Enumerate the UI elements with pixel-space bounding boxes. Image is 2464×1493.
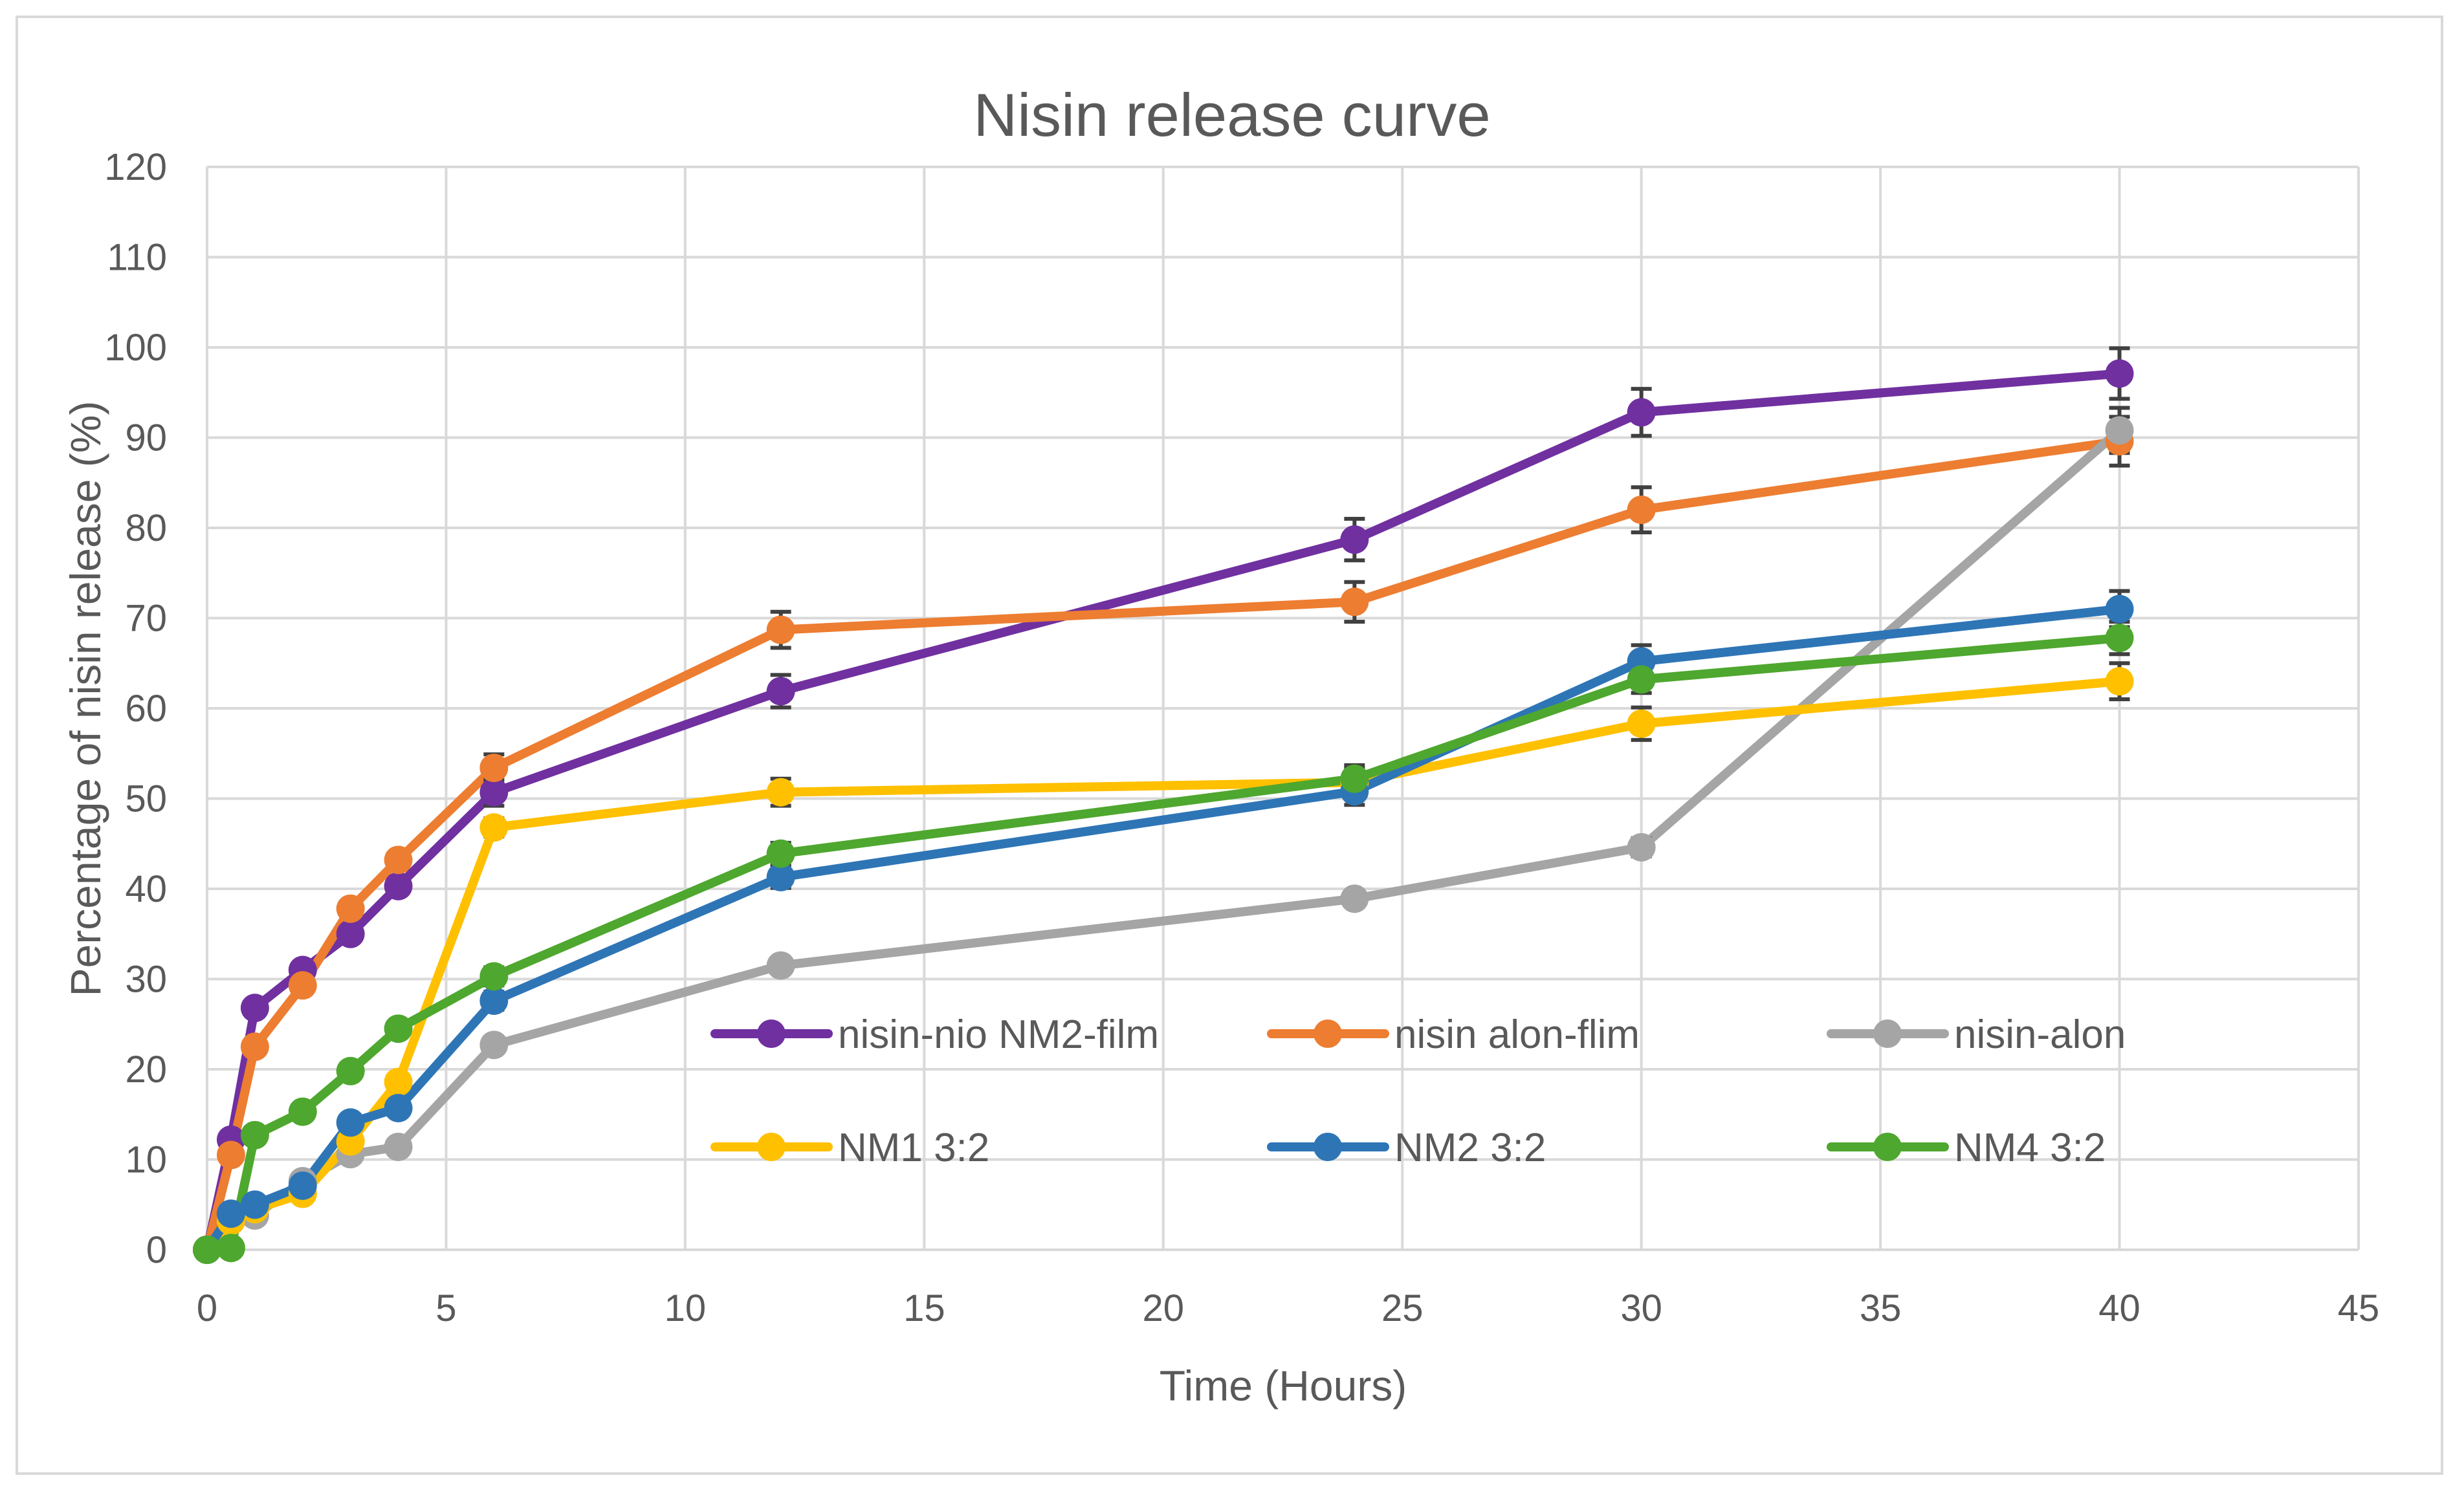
legend-swatch-marker	[1873, 1019, 1902, 1048]
legend-entry-nisin-alon-flim: nisin alon-flim	[1267, 1012, 1640, 1057]
x-tick-label: 35	[1860, 1287, 1902, 1329]
y-tick-label: 50	[125, 778, 167, 820]
legend-label: nisin alon-flim	[1394, 1012, 1640, 1057]
data-point-nisin-nio-nm2-film	[336, 919, 365, 948]
legend-entry-nisin-alon: nisin-alon	[1827, 1012, 2126, 1057]
legend-swatch-marker	[757, 1133, 786, 1161]
data-point-nisin-alon-flim	[1627, 496, 1656, 525]
data-point-nisin-alon	[1627, 833, 1656, 862]
legend-label: nisin-nio NM2-film	[838, 1012, 1159, 1057]
x-tick-label: 15	[903, 1287, 945, 1329]
legend-label: NM2 3:2	[1394, 1126, 1546, 1170]
data-point-nm4-3-2	[479, 962, 509, 991]
x-axis-label: Time (Hours)	[1160, 1362, 1407, 1410]
data-point-nisin-alon-flim	[240, 1032, 269, 1062]
data-point-nm2-3-2	[384, 1093, 413, 1122]
data-point-nisin-nio-nm2-film	[1340, 525, 1369, 554]
data-point-nm2-3-2	[766, 862, 795, 891]
data-point-nisin-alon-flim	[766, 615, 795, 644]
y-tick-label: 10	[125, 1139, 167, 1181]
data-point-nm4-3-2	[336, 1056, 365, 1085]
x-tick-label: 0	[197, 1287, 217, 1329]
data-point-nisin-nio-nm2-film	[2105, 359, 2134, 388]
x-tick-label: 30	[1620, 1287, 1662, 1329]
legend-label: NM4 3:2	[1954, 1126, 2106, 1170]
y-tick-label: 100	[104, 327, 167, 369]
legend-swatch-marker	[1873, 1133, 1902, 1161]
data-point-nm4-3-2	[766, 839, 795, 868]
data-point-nm4-3-2	[2105, 624, 2134, 653]
legend-swatch-marker	[1314, 1019, 1342, 1048]
legend-label: NM1 3:2	[838, 1126, 989, 1170]
y-tick-label: 120	[104, 146, 167, 188]
chart-title: Nisin release curve	[973, 81, 1490, 149]
data-point-nisin-alon-flim	[479, 754, 509, 783]
x-axis-ticks: 0 5 10 15 20 25 30 35 40 45	[197, 1287, 2379, 1329]
data-point-nisin-nio-nm2-film	[766, 677, 795, 706]
legend-entry-nm4-3-2: NM4 3:2	[1827, 1126, 2106, 1170]
x-tick-label: 25	[1381, 1287, 1424, 1329]
legend-label: nisin-alon	[1954, 1012, 2126, 1057]
x-tick-label: 45	[2338, 1287, 2380, 1329]
data-point-nm4-3-2	[216, 1234, 245, 1263]
data-point-nm2-3-2	[288, 1171, 317, 1200]
data-point-nisin-nio-nm2-film	[1627, 398, 1656, 427]
data-point-nm2-3-2	[240, 1190, 269, 1219]
x-tick-label: 5	[435, 1287, 456, 1329]
data-point-nisin-alon	[2105, 416, 2134, 445]
data-point-nm4-3-2	[1627, 665, 1656, 694]
data-point-nm1-3-2	[766, 778, 795, 807]
legend: nisin-nio NM2-film nisin alon-flim nisin-a…	[710, 1012, 2126, 1170]
legend-entry-nm1-3-2: NM1 3:2	[710, 1126, 989, 1170]
legend-entry-nm2-3-2: NM2 3:2	[1267, 1126, 1546, 1170]
series-points	[193, 359, 2134, 1264]
x-tick-label: 10	[665, 1287, 707, 1329]
y-tick-label: 0	[146, 1229, 167, 1271]
data-point-nisin-nio-nm2-film	[240, 994, 269, 1023]
y-tick-label: 60	[125, 688, 167, 730]
data-point-nm4-3-2	[288, 1097, 317, 1126]
data-point-nisin-alon	[479, 1030, 509, 1060]
x-tick-label: 20	[1143, 1287, 1185, 1329]
y-tick-label: 70	[125, 598, 167, 640]
data-point-nisin-alon-flim	[1340, 587, 1369, 616]
data-point-nm2-3-2	[2105, 594, 2134, 624]
data-point-nm2-3-2	[336, 1108, 365, 1137]
data-point-nisin-nio-nm2-film	[384, 871, 413, 900]
data-point-nisin-alon	[1340, 884, 1369, 913]
y-tick-label: 80	[125, 507, 167, 549]
legend-swatch-marker	[757, 1019, 786, 1048]
data-point-nm1-3-2	[1627, 709, 1656, 738]
x-tick-label: 40	[2098, 1287, 2140, 1329]
data-point-nm1-3-2	[384, 1067, 413, 1096]
data-point-nisin-alon-flim	[384, 845, 413, 875]
data-point-nm4-3-2	[384, 1014, 413, 1043]
data-point-nm4-3-2	[193, 1236, 221, 1264]
y-tick-label: 20	[125, 1049, 167, 1091]
data-point-nisin-nio-nm2-film	[479, 778, 509, 807]
y-tick-label: 90	[125, 417, 167, 459]
data-point-nisin-alon-flim	[288, 971, 317, 1000]
data-point-nisin-alon	[766, 951, 795, 980]
legend-entry-nisin-nio-nm2-film: nisin-nio NM2-film	[710, 1012, 1159, 1057]
data-point-nm2-3-2	[216, 1199, 245, 1228]
y-tick-label: 40	[125, 868, 167, 910]
y-axis-label: Percentage of nisin release (%)	[61, 401, 109, 997]
y-tick-label: 30	[125, 959, 167, 1001]
chart-frame	[16, 16, 2443, 1475]
data-point-nisin-alon	[384, 1132, 413, 1161]
y-axis-ticks: 0 10 20 30 40 50 60 70 80 90 100 110 120	[104, 146, 167, 1271]
data-point-nm4-3-2	[1340, 764, 1369, 793]
data-point-nm1-3-2	[2105, 667, 2134, 696]
legend-swatch-marker	[1314, 1133, 1342, 1161]
gridlines	[206, 166, 2360, 1251]
y-tick-label: 110	[107, 237, 167, 279]
data-point-nisin-alon-flim	[336, 894, 365, 923]
data-point-nm1-3-2	[479, 813, 509, 842]
error-bars	[483, 346, 2130, 1012]
data-point-nisin-alon-flim	[216, 1140, 245, 1170]
data-point-nm4-3-2	[240, 1120, 269, 1150]
data-point-nm2-3-2	[479, 986, 509, 1015]
